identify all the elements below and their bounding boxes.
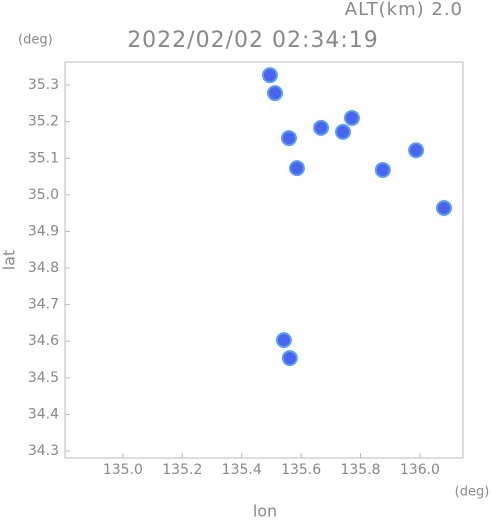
x-tick-label: 135.0: [103, 462, 143, 478]
y-tick-label: 34.6: [28, 333, 59, 349]
x-tick-label: 135.8: [340, 462, 380, 478]
subtitle: ALT(km) 2.0: [345, 0, 463, 20]
chart-title: 2022/02/02 02:34:19: [127, 28, 379, 53]
echo-cell: [266, 85, 283, 102]
x-tick-label: 136.0: [400, 462, 440, 478]
echo-cell: [335, 123, 352, 140]
echo-cell: [313, 119, 330, 136]
y-tick-label: 35.2: [28, 114, 59, 130]
echo-cell: [261, 67, 278, 84]
x-axis-label: lon: [253, 502, 277, 521]
echo-cell: [281, 350, 298, 367]
y-tick-label: 34.3: [28, 443, 59, 459]
y-tick-label: 35.1: [28, 150, 59, 166]
y-tick-label: 35.3: [28, 77, 59, 93]
echo-cell: [408, 142, 425, 159]
y-tick-label: 34.7: [28, 297, 59, 313]
plot-frame: [64, 61, 464, 459]
x-tick-label: 135.2: [162, 462, 202, 478]
y-tick-label: 34.5: [28, 370, 59, 386]
y-tick-label: 34.8: [28, 260, 59, 276]
echo-cell: [280, 130, 297, 147]
y-axis-label: lat: [0, 250, 19, 271]
y-tick-label: 34.4: [28, 406, 59, 422]
y-tick-label: 35.0: [28, 187, 59, 203]
x-tick-label: 135.6: [281, 462, 321, 478]
echo-cell: [275, 332, 292, 349]
echo-cell: [374, 161, 391, 178]
y-tick-label: 34.9: [28, 223, 59, 239]
x-unit: (deg): [455, 485, 490, 500]
echo-cell: [435, 200, 452, 217]
x-tick-label: 135.4: [222, 462, 262, 478]
echo-cell: [288, 160, 305, 177]
y-unit: (deg): [18, 33, 53, 48]
echo-cell: [343, 109, 360, 126]
